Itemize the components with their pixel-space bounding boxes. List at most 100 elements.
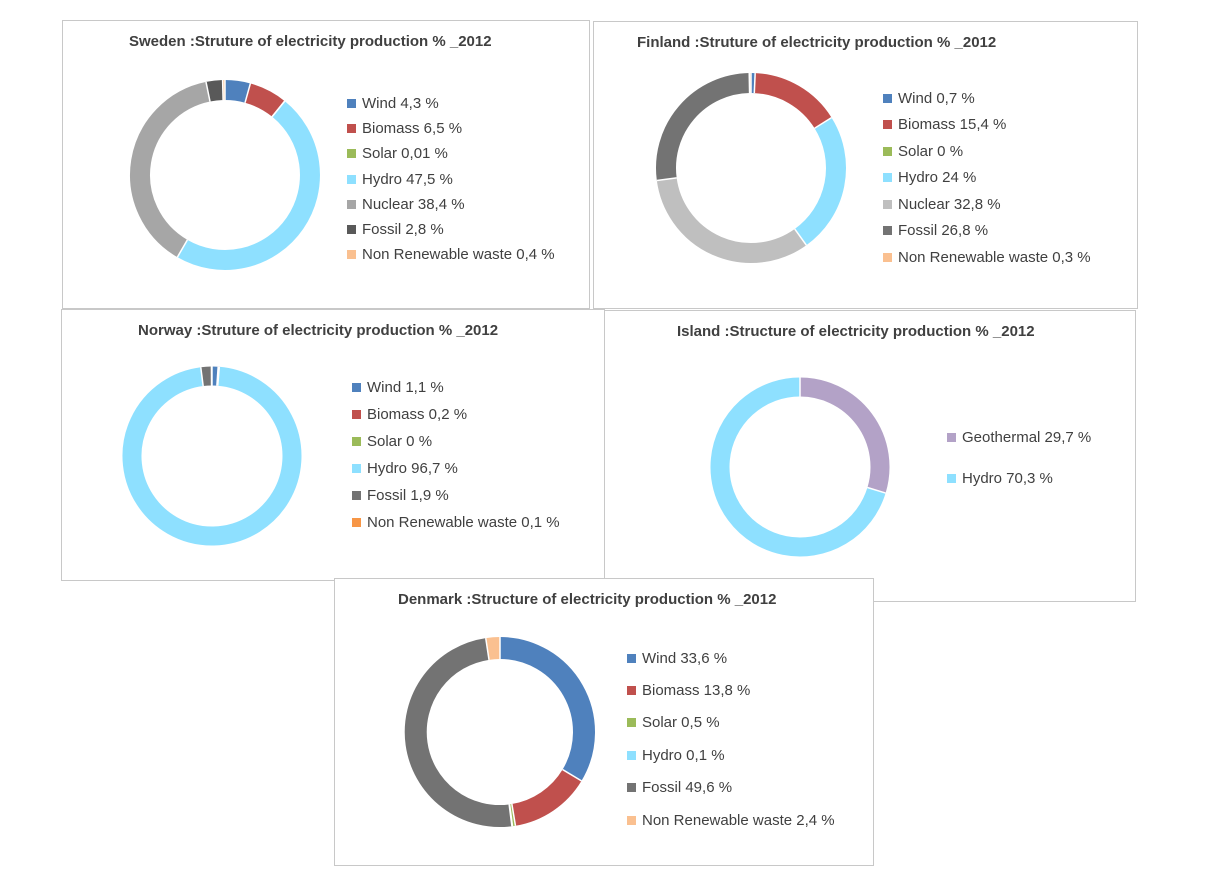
donut-slice-hydro — [710, 377, 886, 557]
legend-swatch — [352, 491, 361, 500]
slice-separator — [511, 803, 517, 826]
legend-label: Geothermal 29,7 % — [962, 429, 1092, 446]
donut-slice-biomass — [753, 73, 832, 129]
legend-swatch — [347, 124, 356, 134]
donut-slice-fossil — [404, 638, 512, 827]
legend-label: Wind 0,7 % — [898, 89, 975, 107]
legend-swatch — [883, 93, 892, 103]
legend-swatch — [352, 383, 361, 392]
slice-separator — [753, 73, 756, 94]
legend-item-hydro: Hydro 0,1 % — [627, 739, 835, 771]
chart-panel-denmark: Denmark :Structure of electricity produc… — [334, 578, 874, 866]
legend-swatch — [883, 146, 892, 156]
legend-label: Biomass 15,4 % — [898, 116, 1007, 134]
legend: Wind 1,1 % Biomass 0,2 % Solar 0 % Hydro 96… — [352, 374, 560, 536]
legend-swatch — [947, 433, 956, 442]
legend: Geothermal 29,7 % Hydro 70,3 % — [947, 417, 1091, 499]
legend-swatch — [883, 226, 892, 236]
legend-swatch — [883, 120, 892, 130]
slice-separator — [244, 83, 252, 103]
legend-item-non-renewable-waste: Non Renewable waste 0,3 % — [883, 244, 1091, 271]
legend-item-solar: Solar 0 % — [883, 138, 1091, 165]
chart-title: Sweden :Struture of electricity producti… — [129, 33, 492, 50]
legend-label: Hydro 96,7 % — [367, 460, 458, 477]
donut-chart — [656, 72, 846, 263]
legend-label: Wind 33,6 % — [642, 649, 728, 667]
slice-separator — [814, 116, 832, 129]
donut-slice-wind — [499, 637, 595, 781]
slice-separator — [484, 637, 490, 660]
legend-label: Non Renewable waste 0,4 % — [362, 246, 555, 264]
slice-separator — [176, 239, 189, 258]
donut-slice-geothermal — [799, 377, 890, 494]
legend-swatch — [627, 815, 636, 825]
chart-panel-island: Island :Structure of electricity product… — [604, 310, 1136, 602]
legend-item-fossil: Fossil 1,9 % — [352, 482, 560, 509]
donut-slice-fossil — [656, 73, 750, 181]
legend-item-non-renewable-waste: Non Renewable waste 0,1 % — [352, 509, 560, 536]
legend-swatch — [352, 464, 361, 473]
legend-label: Wind 1,1 % — [367, 379, 444, 396]
chart-panel-norway: Norway :Struture of electricity producti… — [61, 309, 605, 581]
legend-item-fossil: Fossil 2,8 % — [347, 217, 555, 242]
legend-item-non-renewable-waste: Non Renewable waste 0,4 % — [347, 242, 555, 267]
legend-item-wind: Wind 1,1 % — [352, 374, 560, 401]
chart-title: Denmark :Structure of electricity produc… — [398, 591, 777, 608]
legend-item-fossil: Fossil 26,8 % — [883, 218, 1091, 245]
donut-slice-biomass — [244, 83, 285, 117]
legend-item-wind: Wind 4,3 % — [347, 91, 555, 116]
legend-label: Biomass 6,5 % — [362, 120, 463, 138]
legend-swatch — [347, 199, 356, 209]
legend-swatch — [347, 174, 356, 184]
legend-item-wind: Wind 0,7 % — [883, 85, 1091, 112]
legend-label: Solar 0,01 % — [362, 145, 448, 163]
legend-label: Hydro 70,3 % — [962, 470, 1053, 487]
slice-separator — [562, 768, 582, 782]
legend-label: Fossil 2,8 % — [362, 221, 444, 239]
legend-label: Nuclear 32,8 % — [898, 195, 1001, 213]
legend-swatch — [627, 653, 636, 663]
chart-panel-sweden: Sweden :Struture of electricity producti… — [62, 20, 590, 309]
slice-separator — [867, 486, 886, 494]
legend-item-solar: Solar 0,5 % — [627, 707, 835, 739]
slice-separator — [656, 177, 677, 182]
donut-chart — [122, 366, 302, 546]
legend-item-hydro: Hydro 47,5 % — [347, 167, 555, 192]
donut-slice-hydro — [177, 101, 320, 270]
legend-label: Wind 4,3 % — [362, 95, 439, 113]
legend-label: Hydro 24 % — [898, 169, 977, 187]
legend-item-biomass: Biomass 15,4 % — [883, 112, 1091, 139]
legend-swatch — [627, 783, 636, 793]
legend-label: Solar 0 % — [367, 433, 433, 450]
donut-slice-biomass — [511, 769, 582, 826]
donut-chart — [130, 80, 320, 270]
legend-swatch — [883, 199, 892, 209]
legend-swatch — [947, 474, 956, 483]
legend-label: Nuclear 38,4 % — [362, 195, 465, 213]
legend-swatch — [347, 250, 356, 260]
legend: Wind 4,3 % Biomass 6,5 % Solar 0,01 % Hydro… — [347, 91, 555, 267]
donut-slice-fossil — [200, 366, 212, 387]
legend: Wind 33,6 % Biomass 13,8 % Solar 0,5 % Hydr… — [627, 642, 835, 836]
donut-slice-wind — [224, 80, 251, 103]
legend-swatch — [883, 252, 892, 262]
legend-label: Fossil 1,9 % — [367, 487, 449, 504]
legend-item-wind: Wind 33,6 % — [627, 642, 835, 674]
legend-swatch — [352, 410, 361, 419]
legend-item-biomass: Biomass 6,5 % — [347, 116, 555, 141]
donut-slice-non-renewable-waste — [485, 636, 501, 660]
legend-item-hydro: Hydro 96,7 % — [352, 455, 560, 482]
legend-item-non-renewable-waste: Non Renewable waste 2,4 % — [627, 804, 835, 836]
slice-separator — [794, 228, 807, 246]
legend-label: Biomass 13,8 % — [642, 682, 751, 700]
legend-label: Solar 0,5 % — [642, 714, 720, 732]
legend-label: Hydro 47,5 % — [362, 170, 453, 188]
legend-item-hydro: Hydro 24 % — [883, 165, 1091, 192]
legend-item-hydro: Hydro 70,3 % — [947, 458, 1091, 499]
chart-title: Norway :Struture of electricity producti… — [138, 322, 499, 339]
donut-slice-hydro — [794, 117, 846, 246]
donut-slice-fossil — [206, 80, 224, 102]
legend-label: Biomass 0,2 % — [367, 406, 468, 423]
legend-swatch — [347, 99, 356, 109]
legend: Wind 0,7 % Biomass 15,4 % Solar 0 % Hydro 2… — [883, 85, 1091, 271]
